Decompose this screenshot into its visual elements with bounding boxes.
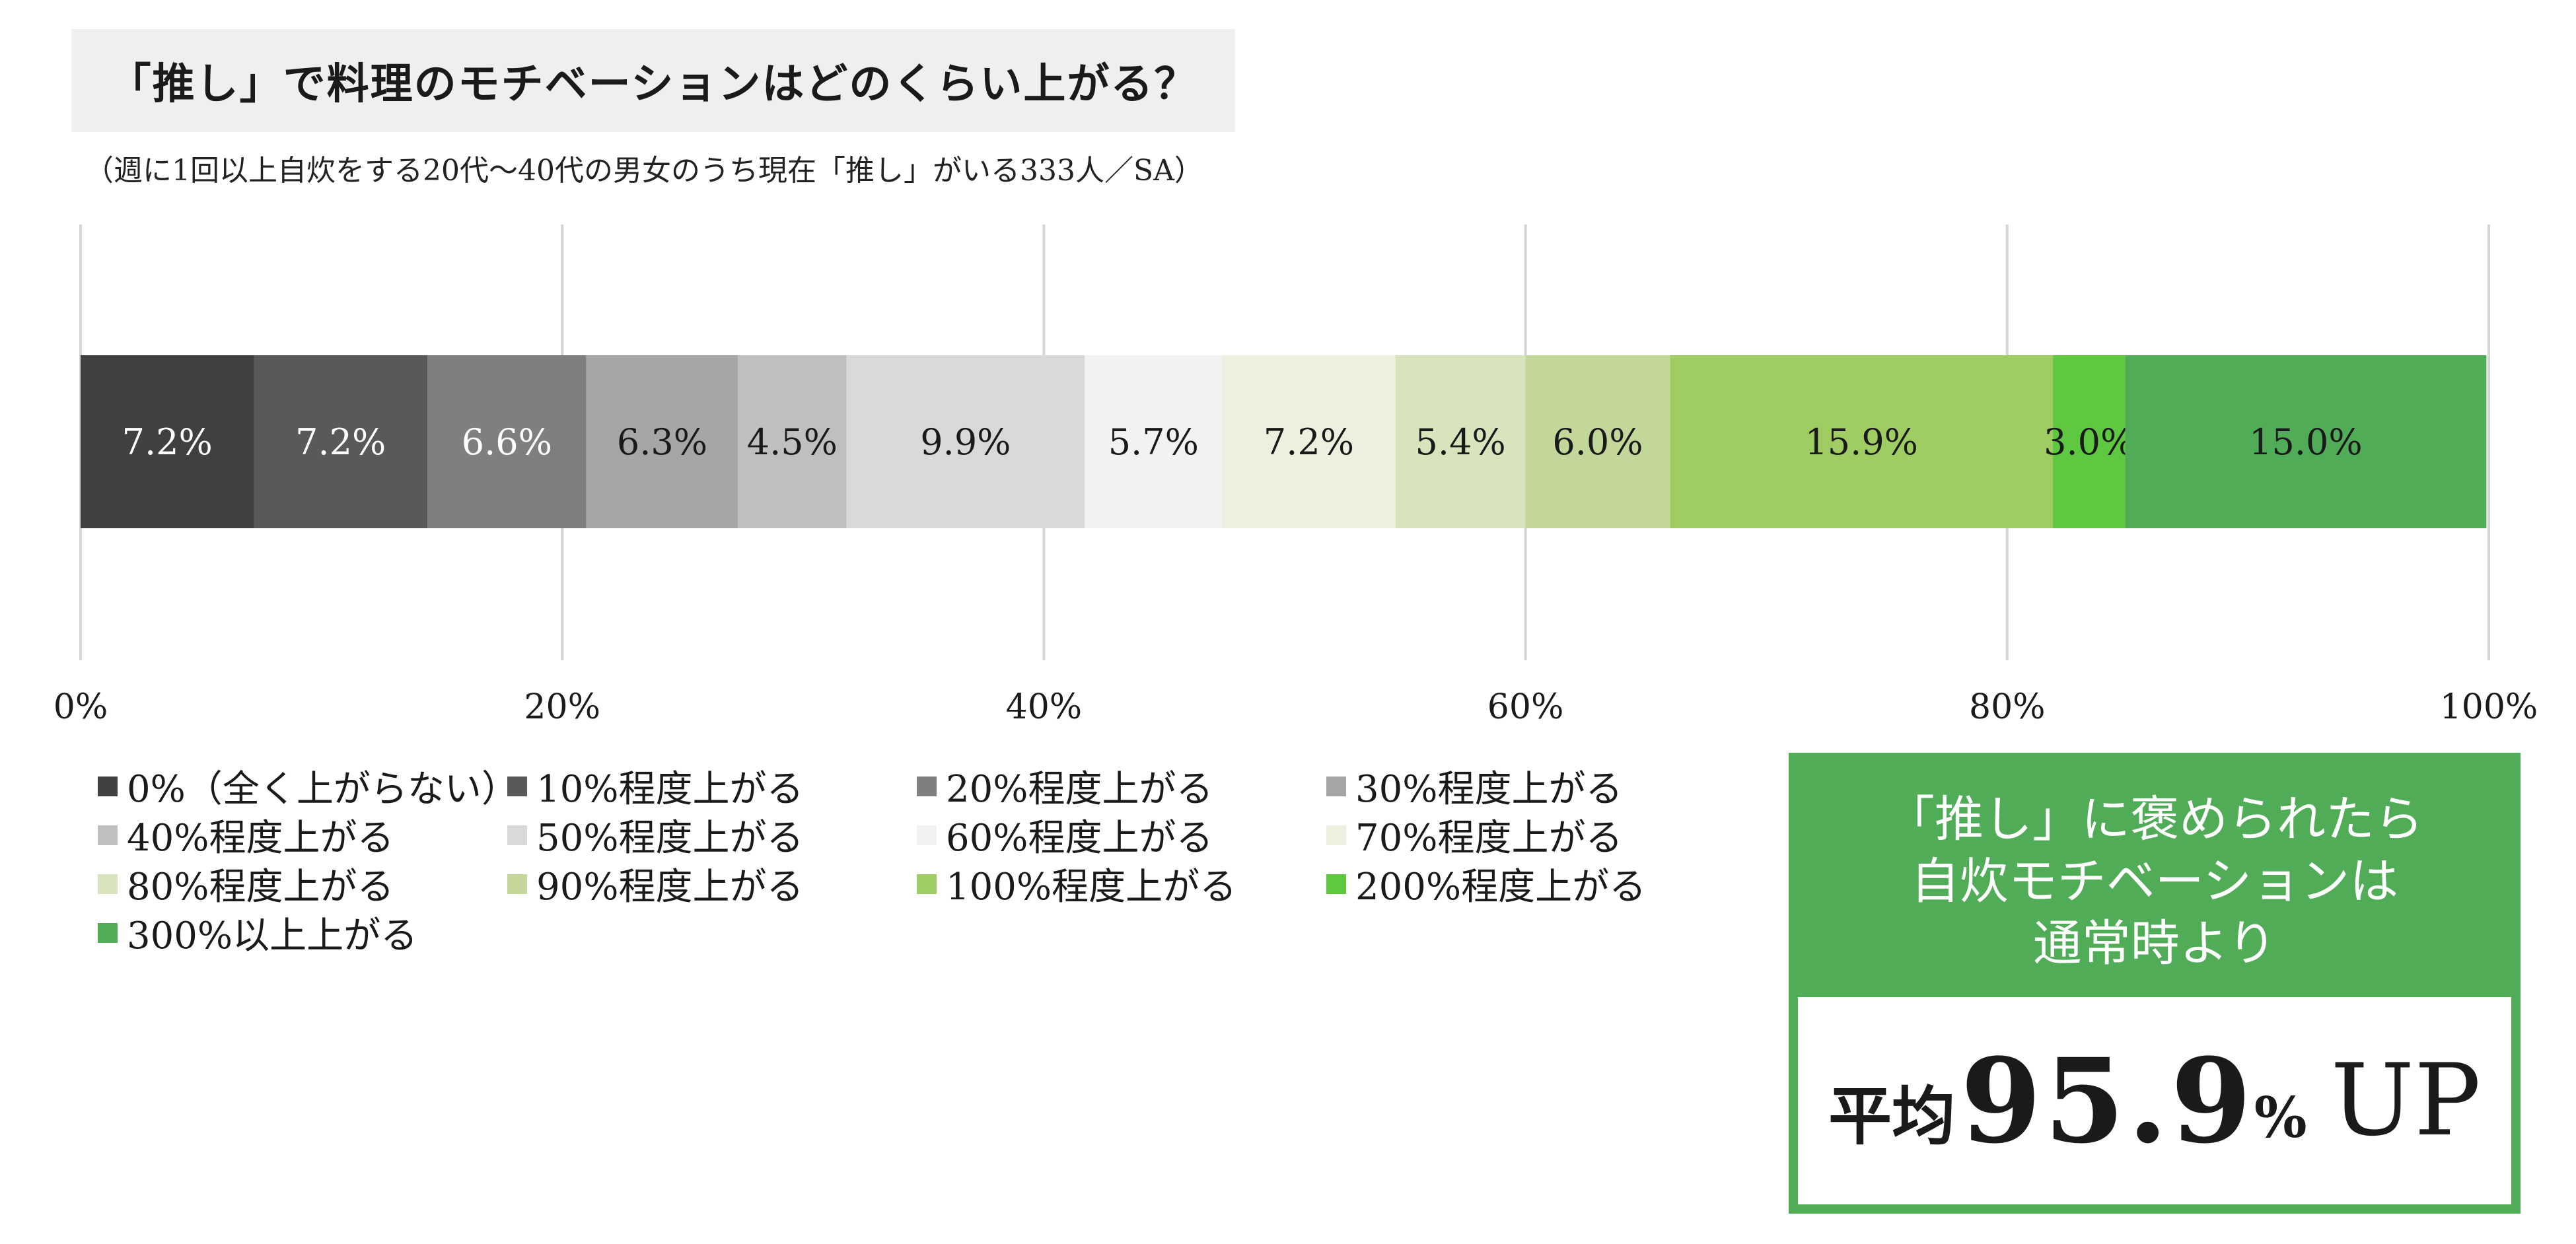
data-label: 6.6%	[462, 421, 552, 463]
legend-swatch	[1326, 776, 1346, 796]
bar-segment	[738, 355, 847, 528]
legend-item: 0%（全く上がらない）	[98, 759, 519, 813]
data-label: 4.5%	[747, 421, 838, 463]
bar-segment	[2053, 355, 2126, 528]
legend-swatch	[1326, 825, 1346, 845]
legend-item: 100%程度上がる	[917, 857, 1236, 911]
chart-title: 「推し」で料理のモチベーションはどのくらい上がる？	[108, 59, 1198, 109]
legend-label: 300%以上上がる	[127, 915, 418, 957]
data-label: 3.0%	[2044, 421, 2134, 463]
callout-line-2: 自炊モチベーションは	[1910, 853, 2399, 910]
legend-swatch	[1326, 874, 1346, 894]
callout-line-3: 通常時より	[2032, 915, 2277, 972]
data-label: 15.9%	[1805, 421, 1918, 463]
callout-unit: %	[2254, 1084, 2307, 1150]
data-label: 7.2%	[1264, 421, 1354, 463]
legend-swatch	[507, 776, 527, 796]
legend-swatch	[507, 874, 527, 894]
legend-label: 20%程度上がる	[946, 768, 1213, 811]
callout-suffix: UP	[2330, 1043, 2481, 1158]
x-tick-label: 40%	[1006, 687, 1083, 727]
bar-segment	[254, 355, 428, 528]
data-label: 9.9%	[920, 421, 1011, 463]
legend-label: 0%（全く上がらない）	[127, 768, 519, 811]
bar-segment	[586, 355, 738, 528]
legend-label: 10%程度上がる	[536, 768, 804, 811]
bar-segment	[1395, 355, 1526, 528]
x-tick-label: 80%	[1969, 687, 2046, 727]
bar-segment	[427, 355, 587, 528]
stacked-bar-chart: 0% 20% 40% 60% 80% 100% 7.2% 7.2% 6.6% 6.3% 4.5% 9.…	[54, 225, 2538, 727]
x-tick-label: 100%	[2440, 687, 2538, 727]
bar-segment	[1670, 355, 2054, 528]
legend-swatch	[98, 825, 118, 845]
title-box: 「推し」で料理のモチベーションはどのくらい上がる？	[71, 29, 1235, 132]
callout-result-panel: 平均 95.9 % UP	[1798, 997, 2511, 1204]
legend-item: 10%程度上がる	[507, 759, 803, 813]
legend-label: 90%程度上がる	[536, 866, 804, 909]
data-label: 6.0%	[1552, 421, 1643, 463]
callout-box: 「推し」に褒められたら 自炊モチベーションは 通常時より 平均 95.9 % U…	[1789, 753, 2521, 1214]
callout-text: 「推し」に褒められたら 自炊モチベーションは 通常時より	[1789, 788, 2521, 975]
legend-label: 30%程度上がる	[1355, 768, 1623, 811]
legend-label: 80%程度上がる	[127, 866, 394, 909]
data-label: 6.3%	[617, 421, 707, 463]
bar-segment	[1222, 355, 1396, 528]
bar-segment	[1525, 355, 1670, 528]
data-label: 5.7%	[1108, 421, 1199, 463]
legend-label: 70%程度上がる	[1355, 817, 1623, 860]
legend-swatch	[98, 922, 118, 943]
legend-item: 30%程度上がる	[1326, 759, 1622, 813]
data-label: 15.0%	[2249, 421, 2363, 463]
legend-item: 20%程度上がる	[917, 759, 1213, 813]
x-tick-label: 60%	[1487, 687, 1564, 727]
legend-label: 200%程度上がる	[1355, 866, 1647, 909]
callout-prefix: 平均	[1828, 1078, 1956, 1154]
legend-swatch	[507, 825, 527, 845]
callout-line-1: 「推し」に褒められたら	[1886, 791, 2423, 848]
bar-segment	[2125, 355, 2487, 528]
legend-swatch	[98, 776, 118, 796]
callout-number: 95.9	[1960, 1032, 2254, 1169]
data-label: 7.2%	[295, 421, 386, 463]
data-label: 5.4%	[1415, 421, 1506, 463]
bar-segment	[81, 355, 254, 528]
legend-label: 100%程度上がる	[946, 866, 1237, 909]
data-label: 7.2%	[122, 421, 213, 463]
legend-item: 50%程度上がる	[507, 808, 803, 862]
x-tick-label: 20%	[524, 687, 600, 727]
legend-item: 90%程度上がる	[507, 857, 803, 911]
legend-item: 40%程度上がる	[98, 808, 394, 862]
legend-swatch	[917, 776, 937, 796]
legend-label: 60%程度上がる	[946, 817, 1213, 860]
bar-segment	[1085, 355, 1223, 528]
x-tick-label: 0%	[54, 687, 108, 727]
chart-subtitle: （週に1回以上自炊をする20代～40代の男女のうち現在「推し」がいる333人／S…	[85, 154, 1203, 188]
legend-item: 80%程度上がる	[98, 857, 394, 911]
legend-swatch	[917, 825, 937, 845]
bar-segment	[846, 355, 1085, 528]
legend-item: 60%程度上がる	[917, 808, 1213, 862]
legend-label: 50%程度上がる	[536, 817, 804, 860]
legend-item: 300%以上上がる	[98, 906, 417, 959]
legend-swatch	[98, 874, 118, 894]
legend-swatch	[917, 874, 937, 894]
legend-item: 70%程度上がる	[1326, 808, 1622, 862]
legend-item: 200%程度上がる	[1326, 857, 1646, 911]
legend-label: 40%程度上がる	[127, 817, 394, 860]
